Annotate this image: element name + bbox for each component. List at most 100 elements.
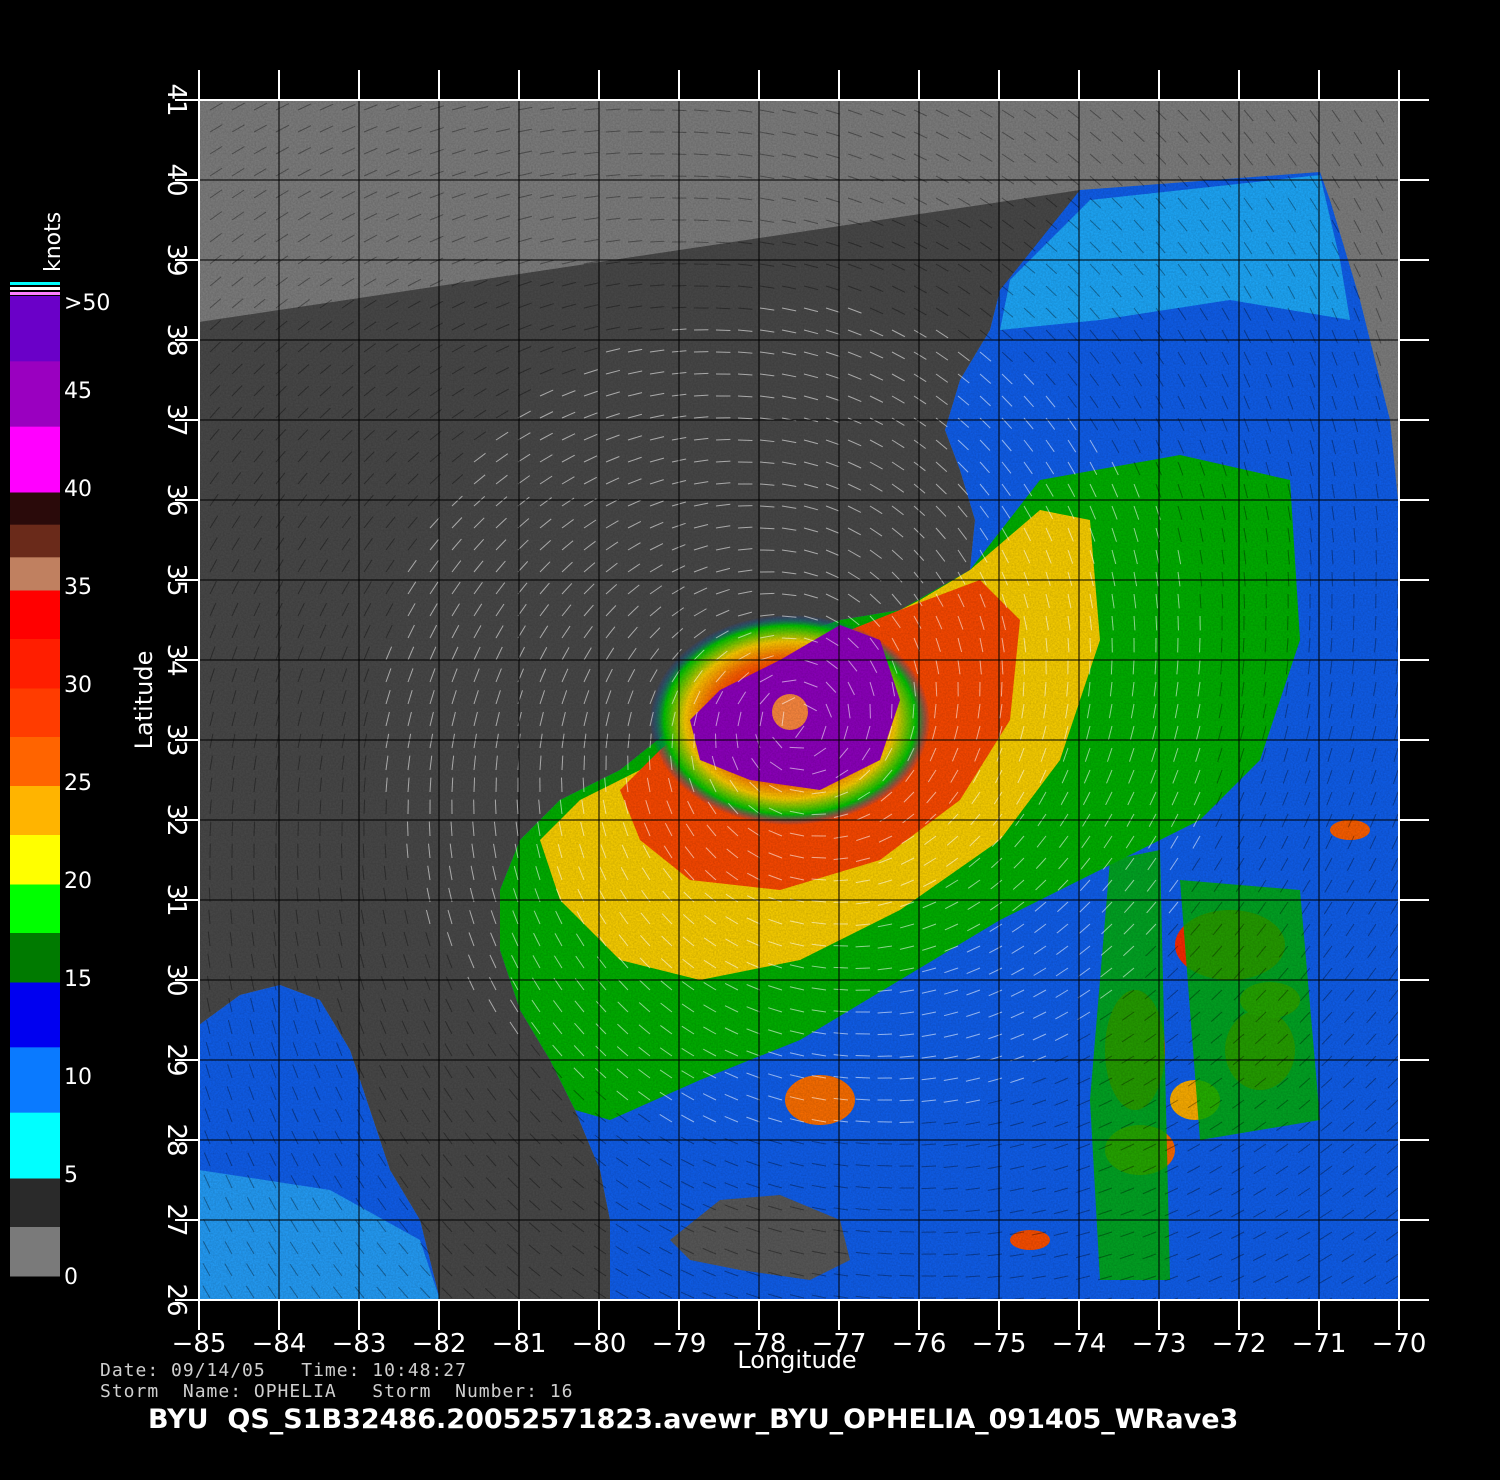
wind-barb (639, 957, 651, 969)
wind-barb (979, 241, 993, 251)
wind-barb (724, 983, 739, 991)
wind-barb (691, 755, 695, 771)
wind-barb (1243, 373, 1251, 388)
wind-barb (1198, 659, 1201, 675)
wind-barb (605, 152, 621, 155)
wind-barb (1255, 1011, 1267, 1023)
wind-barb (407, 322, 421, 331)
wind-barb (944, 989, 959, 995)
wind-barb (539, 411, 554, 419)
wind-barb (605, 195, 621, 199)
wind-barb (671, 711, 676, 727)
wind-barb (1067, 197, 1080, 208)
wind-barb (913, 439, 926, 449)
wind-barb (471, 843, 475, 859)
wind-barb (362, 865, 365, 881)
legend-color-band (10, 524, 60, 558)
wind-barb (428, 821, 431, 837)
wind-barb (451, 301, 466, 309)
wind-barb (781, 175, 797, 180)
wind-barb (1287, 197, 1297, 211)
wind-barb (825, 109, 840, 115)
wind-barb (1232, 1077, 1245, 1088)
wind-barb (1058, 835, 1069, 848)
wind-barb (248, 1086, 255, 1101)
wind-barb (1331, 285, 1339, 300)
wind-barb (1299, 1011, 1311, 1023)
wind-barb (702, 1269, 717, 1277)
wind-barb (231, 124, 245, 133)
wind-barb (1023, 153, 1037, 163)
wind-barb (407, 213, 422, 221)
wind-barb (296, 865, 299, 881)
wind-barb (1344, 1011, 1355, 1024)
wind-barb (203, 1152, 211, 1167)
wind-barb (825, 307, 840, 313)
wind-barb (291, 1130, 299, 1145)
wind-barb (1166, 1033, 1179, 1044)
wind-barb (1133, 593, 1137, 609)
wind-barb (429, 344, 443, 353)
wind-barb (341, 711, 346, 727)
wind-barb (385, 148, 400, 155)
wind-barb (1148, 1297, 1157, 1300)
wind-barb (913, 175, 928, 183)
wind-barb (1190, 923, 1201, 936)
wind-barb (617, 1001, 629, 1013)
wind-barb (539, 172, 555, 177)
wind-barb (1111, 373, 1121, 387)
wind-barb (1009, 1209, 1025, 1214)
wind-barb (899, 967, 915, 972)
wind-barb (494, 799, 497, 815)
wind-barb (649, 327, 665, 331)
wind-barb (341, 668, 348, 683)
wind-barb (1067, 219, 1080, 231)
wind-barb (1342, 1165, 1355, 1176)
wind-barb (1309, 153, 1319, 167)
wind-barb (580, 821, 585, 837)
wind-barb (1142, 1165, 1157, 1173)
wind-barb (1017, 769, 1025, 784)
wind-barb (539, 346, 554, 353)
wind-barb (637, 1179, 651, 1189)
wind-barb (746, 1116, 761, 1123)
wind-barb (1231, 1209, 1245, 1218)
wind-barb (825, 329, 840, 335)
wind-barb (683, 868, 695, 881)
wind-barb (473, 171, 488, 177)
wind-barb (360, 931, 365, 947)
wind-barb (583, 130, 599, 133)
wind-barb (561, 625, 571, 639)
wind-barb (1124, 879, 1135, 892)
wind-barb (1353, 505, 1357, 521)
wind-barb (649, 669, 658, 683)
wind-barb (1265, 461, 1271, 477)
wind-barb (1133, 571, 1138, 587)
wind-barb (319, 147, 334, 155)
wind-barb (1342, 1121, 1355, 1132)
wind-barb (231, 580, 239, 595)
wind-barb (1351, 659, 1355, 675)
wind-barb (627, 626, 638, 639)
wind-barb (515, 821, 519, 837)
wind-barb (341, 451, 353, 463)
wind-barb (803, 571, 819, 577)
wind-barb (231, 407, 243, 419)
wind-barb (495, 237, 510, 243)
wind-barb (1067, 329, 1078, 342)
wind-barb (979, 285, 992, 295)
wind-barb (530, 1088, 541, 1101)
wind-barb (1133, 131, 1145, 143)
lat-tick-label: 34 (161, 643, 191, 676)
wind-barb (253, 146, 267, 155)
wind-barb (935, 197, 949, 206)
wind-barb (1199, 373, 1208, 388)
wind-barb (583, 217, 599, 221)
wind-barb (1274, 1275, 1289, 1284)
wind-barb (1133, 109, 1145, 121)
wind-barb (1173, 747, 1179, 762)
wind-barb (207, 953, 211, 969)
wind-barb (616, 1112, 629, 1123)
wind-barb (385, 169, 400, 177)
wind-barb (473, 646, 481, 661)
